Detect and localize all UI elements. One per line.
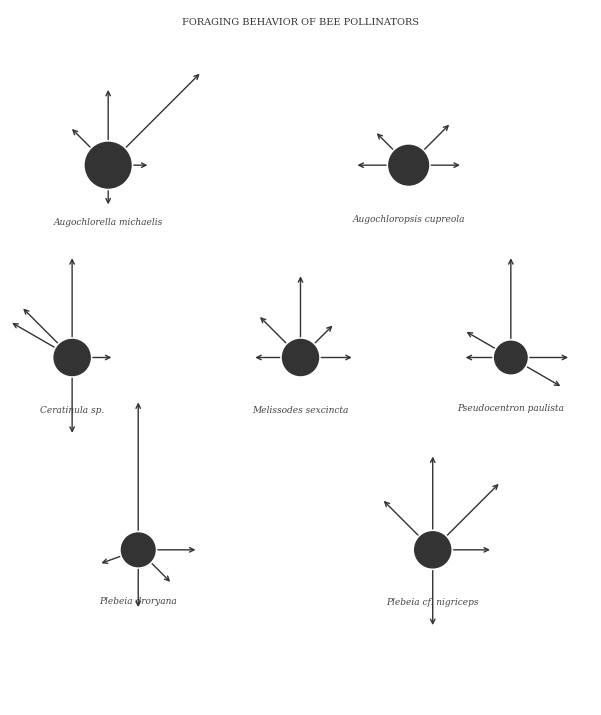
Text: Plebeia droryana: Plebeia droryana — [99, 597, 177, 606]
Text: FORAGING BEHAVIOR OF BEE POLLINATORS: FORAGING BEHAVIOR OF BEE POLLINATORS — [182, 18, 419, 27]
Circle shape — [389, 145, 429, 185]
Text: Ceratinula sp.: Ceratinula sp. — [40, 405, 104, 415]
Text: Plebeia cf. nigriceps: Plebeia cf. nigriceps — [386, 598, 479, 607]
Text: Augochloropsis cupreola: Augochloropsis cupreola — [352, 215, 465, 224]
Circle shape — [415, 532, 451, 568]
Circle shape — [85, 142, 131, 188]
Text: Melissodes sexcincta: Melissodes sexcincta — [252, 405, 349, 415]
Text: Pseudocentron paulista: Pseudocentron paulista — [457, 404, 564, 413]
Circle shape — [121, 533, 155, 567]
Circle shape — [282, 340, 319, 375]
Circle shape — [495, 341, 527, 374]
Circle shape — [54, 340, 90, 375]
Text: Augochlorella michaelis: Augochlorella michaelis — [53, 218, 163, 227]
